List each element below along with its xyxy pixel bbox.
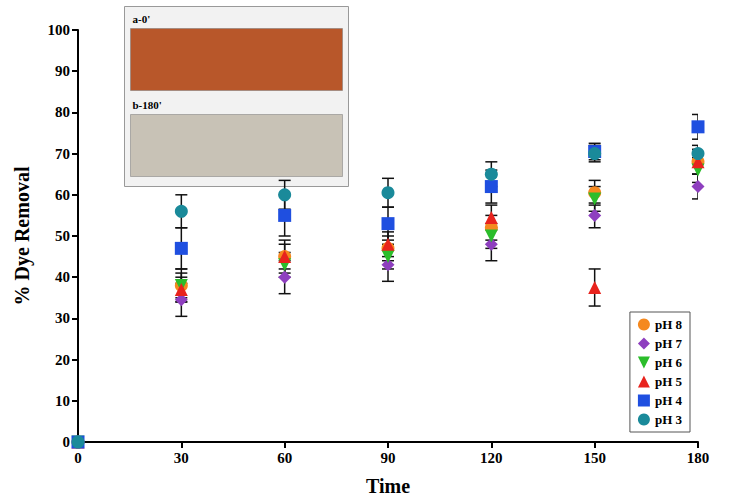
svg-text:90: 90	[381, 450, 396, 466]
svg-text:pH 6: pH 6	[655, 355, 683, 370]
svg-text:pH 3: pH 3	[655, 412, 683, 427]
svg-text:30: 30	[55, 310, 70, 326]
svg-text:70: 70	[55, 146, 70, 162]
svg-text:a-0': a-0'	[133, 13, 151, 25]
svg-text:Time: Time	[366, 475, 410, 497]
svg-text:40: 40	[55, 269, 70, 285]
svg-text:100: 100	[48, 22, 71, 38]
svg-text:% Dye Removal: % Dye Removal	[11, 166, 34, 305]
svg-text:pH 7: pH 7	[655, 336, 683, 351]
svg-text:20: 20	[55, 352, 70, 368]
svg-text:60: 60	[277, 450, 292, 466]
svg-text:90: 90	[55, 63, 70, 79]
svg-text:0: 0	[74, 450, 82, 466]
svg-text:60: 60	[55, 187, 70, 203]
svg-text:10: 10	[55, 393, 70, 409]
svg-text:pH 8: pH 8	[655, 317, 683, 332]
svg-text:180: 180	[687, 450, 710, 466]
svg-text:0: 0	[63, 434, 71, 450]
svg-text:120: 120	[480, 450, 503, 466]
svg-text:80: 80	[55, 104, 70, 120]
svg-text:30: 30	[174, 450, 189, 466]
svg-text:50: 50	[55, 228, 70, 244]
svg-text:pH 5: pH 5	[655, 374, 683, 389]
svg-text:b-180': b-180'	[133, 99, 162, 111]
svg-text:pH 4: pH 4	[655, 393, 683, 408]
svg-text:150: 150	[583, 450, 606, 466]
